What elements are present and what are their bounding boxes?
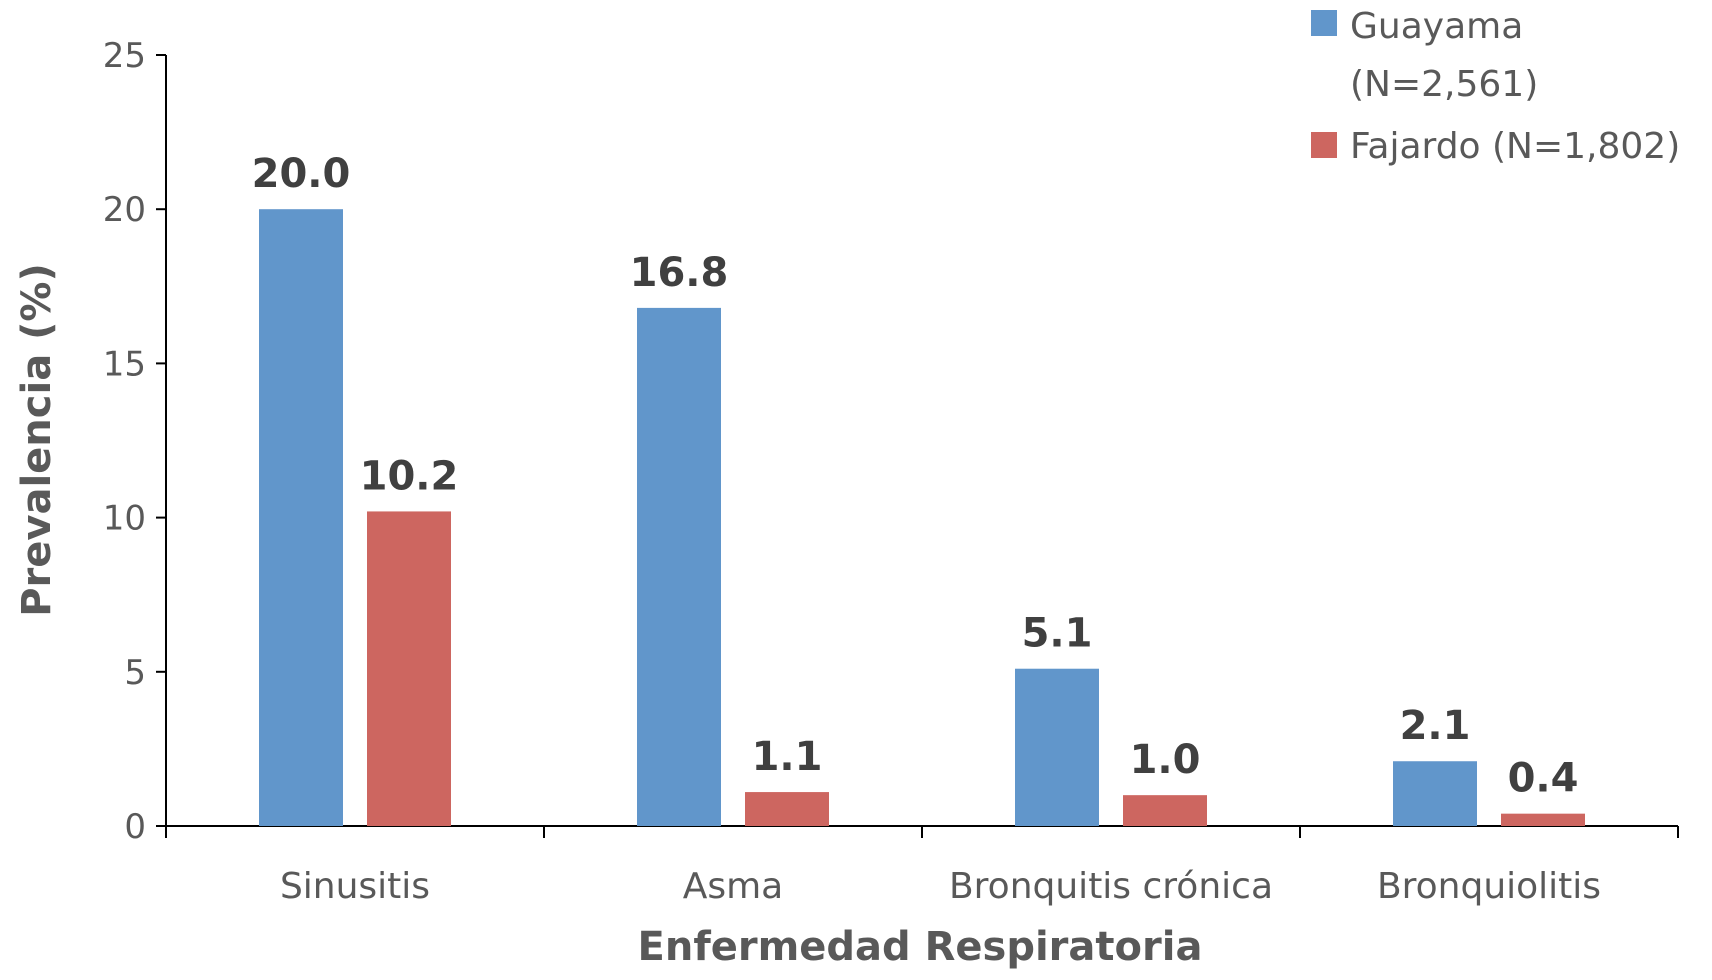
data-label: 1.1 [752,734,823,780]
bars [259,209,1585,826]
legend-swatch-guayama [1311,10,1337,36]
data-label: 0.4 [1508,756,1579,802]
bar [637,307,721,826]
legend: Guayama (N=2,561) Fajardo (N=1,802) [1311,6,1680,167]
bar [745,792,829,826]
x-axis [165,825,1679,838]
bar [1015,668,1099,826]
category-label: Bronquitis crónica [949,866,1273,907]
y-axis: 0 5 10 15 20 25 [103,36,167,847]
category-label: Sinusitis [280,866,430,907]
data-labels: 20.0 10.2 16.8 1.1 5.1 1.0 2.1 0.4 [252,151,1579,801]
y-tick-label: 0 [124,807,146,847]
y-axis-title: Prevalencia (%) [14,263,60,617]
y-tick-label: 20 [103,190,146,230]
category-label: Asma [683,866,784,907]
category-label: Bronquiolitis [1377,866,1601,907]
x-axis-title: Enfermedad Respiratoria [638,924,1203,970]
data-label: 1.0 [1130,737,1201,783]
data-label: 2.1 [1400,703,1471,749]
legend-label-guayama: Guayama [1350,6,1523,47]
bar [1123,795,1207,826]
bar [1393,761,1477,826]
data-label: 16.8 [630,250,729,296]
legend-swatch-fajardo [1311,132,1337,158]
data-label: 20.0 [252,151,351,197]
data-label: 10.2 [360,453,459,499]
bar [1501,813,1585,826]
legend-label-fajardo: Fajardo (N=1,802) [1350,126,1680,167]
data-label: 5.1 [1022,611,1093,657]
bar [259,209,343,826]
category-labels: Sinusitis Asma Bronquitis crónica Bronquiol… [280,866,1601,907]
y-tick-label: 5 [124,653,146,693]
y-tick-label: 15 [103,344,146,384]
legend-label-guayama-n: (N=2,561) [1350,64,1538,105]
bar [367,511,451,826]
y-tick-label: 10 [103,499,146,539]
y-tick-label: 25 [103,36,146,76]
